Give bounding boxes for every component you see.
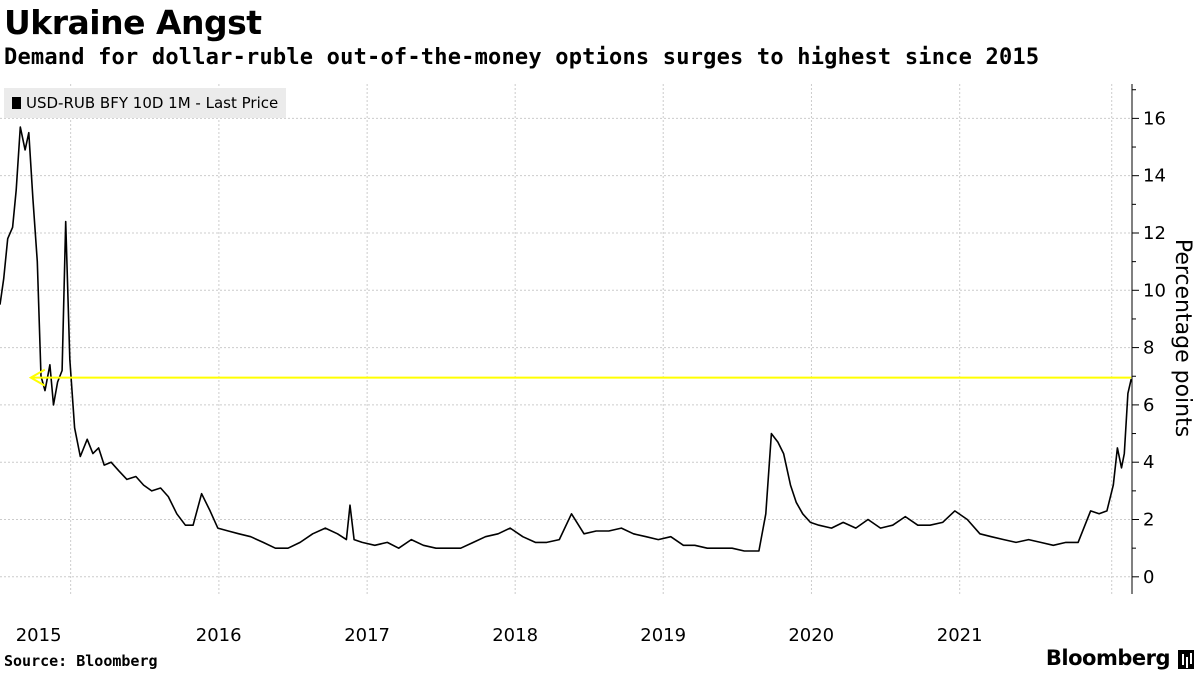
y-tick-label: 12 (1143, 223, 1166, 244)
x-tick-label: 2019 (640, 625, 686, 646)
source-note: Source: Bloomberg (4, 652, 158, 670)
x-tick-label: 2018 (492, 625, 538, 646)
legend-swatch (12, 97, 21, 109)
legend: USD-RUB BFY 10D 1M - Last Price (4, 88, 287, 118)
y-axis-label: Percentage points (1170, 239, 1195, 437)
x-tick-label: 2020 (788, 625, 834, 646)
y-tick-label: 16 (1143, 108, 1166, 129)
annotation-layer (28, 368, 1132, 387)
y-tick-label: 4 (1143, 452, 1154, 473)
chart-title: Ukraine Angst (4, 3, 262, 42)
x-tick-label: 2016 (196, 625, 242, 646)
grid-layer (0, 84, 1132, 594)
series-layer (0, 126, 1132, 552)
y-tick-label: 8 (1143, 338, 1154, 359)
annotation-arrowhead (28, 368, 46, 387)
y-tick-label: 14 (1143, 166, 1166, 187)
series-line-0 (0, 126, 1132, 552)
bloomberg-chart-icon (1178, 650, 1194, 669)
chart-subtitle: Demand for dollar-ruble out-of-the-money… (4, 45, 1040, 70)
legend-entry: USD-RUB BFY 10D 1M - Last Price (26, 94, 279, 112)
x-tick-label: 2017 (344, 625, 390, 646)
x-tick-label: 2021 (937, 625, 983, 646)
brand-logo-text: Bloomberg (1045, 646, 1171, 670)
y-tick-label: 10 (1143, 280, 1166, 301)
x-tick-label: 2015 (16, 625, 62, 646)
y-tick-label: 6 (1143, 395, 1154, 416)
y-tick-label: 2 (1143, 510, 1154, 531)
y-tick-label: 0 (1143, 567, 1154, 588)
axis-layer: 0 2 4 6 8 10 12 14 16 2015 2016 2017 2018 2019 2020 202… (16, 84, 1166, 646)
